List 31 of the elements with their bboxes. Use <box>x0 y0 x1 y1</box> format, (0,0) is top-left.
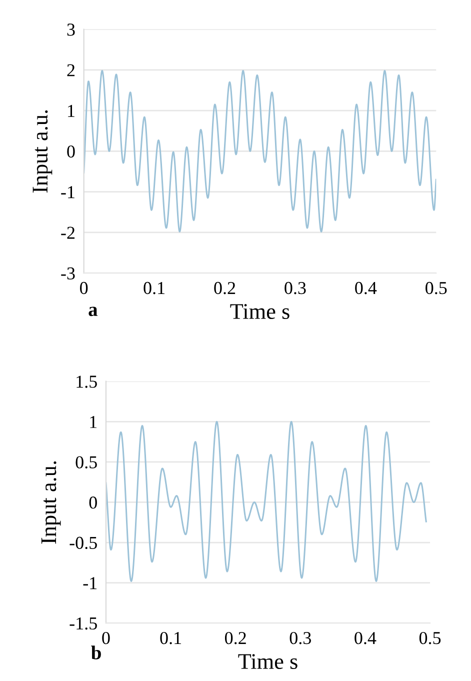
y-tick-label: 3 <box>67 24 75 36</box>
y-tick-label: -3 <box>61 267 75 280</box>
x-tick-label: 0.5 <box>426 282 447 294</box>
x-tick-label: 0.5 <box>419 632 441 644</box>
x-tick-label: 0.3 <box>290 632 311 644</box>
x-tick-label: 0.4 <box>354 632 376 644</box>
x-axis-title: Time s <box>230 304 290 319</box>
y-tick-label: 0.5 <box>76 456 97 468</box>
y-tick-label: 1 <box>90 416 97 428</box>
text: a <box>88 306 98 316</box>
y-tick-label: -1.5 <box>70 617 97 630</box>
y-axis-title: Input a.u. <box>41 461 61 544</box>
x-tick-label: 0.2 <box>214 282 236 294</box>
x-tick-label: 0.1 <box>160 632 181 644</box>
y-tick-label: 2 <box>67 64 75 76</box>
y-tick-label: -1 <box>83 577 97 590</box>
x-tick-label: 0.3 <box>284 282 306 294</box>
x-axis-title: Time s <box>238 654 298 670</box>
y-tick-label: -2 <box>61 226 75 239</box>
x-tick-label: 0.2 <box>225 632 246 644</box>
y-tick-label: 0 <box>89 496 97 509</box>
x-tick-label: 0.1 <box>144 282 164 294</box>
y-tick-label: 1.5 <box>76 376 97 388</box>
x-tick-label: 0 <box>102 632 110 644</box>
y-tick-label: -1 <box>61 186 74 198</box>
y-tick-label: 0 <box>67 145 75 158</box>
text: b <box>91 646 101 660</box>
x-tick-label: 0.4 <box>355 282 377 294</box>
y-tick-label: 1 <box>68 104 74 117</box>
y-tick-label: -0.5 <box>70 536 97 550</box>
y-axis-title: Input a.u. <box>32 110 52 193</box>
